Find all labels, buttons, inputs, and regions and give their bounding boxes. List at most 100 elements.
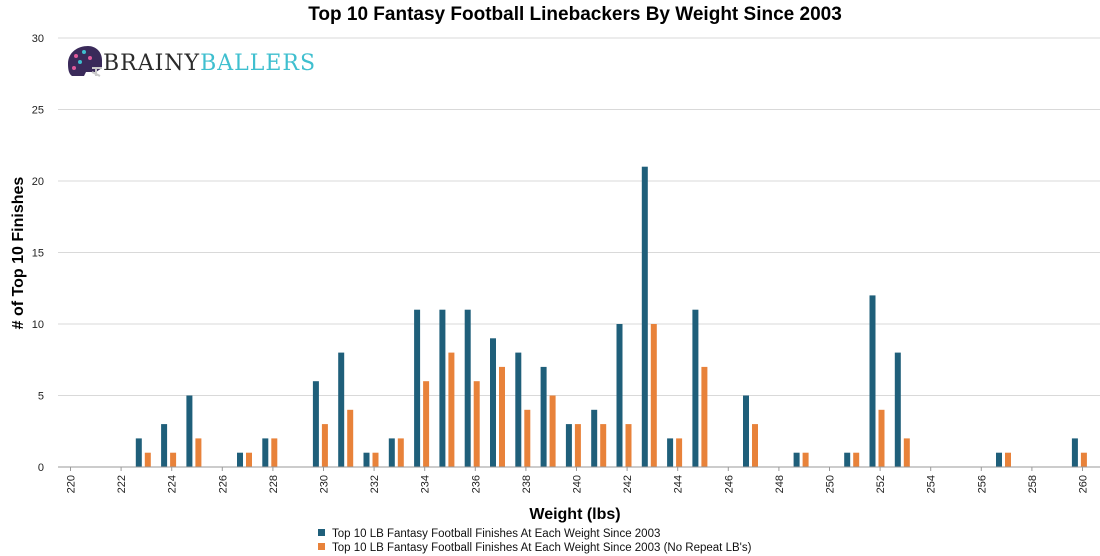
legend-swatch-series-2: [318, 543, 325, 550]
bar-series-1: [641, 166, 648, 467]
x-tick-label: 252: [875, 475, 887, 493]
bar-series-1: [894, 352, 901, 467]
bar-series-1: [793, 452, 800, 467]
x-tick-label: 242: [622, 475, 634, 493]
bar-series-1: [262, 438, 269, 467]
x-tick-label: 234: [420, 475, 432, 493]
y-tick-label: 25: [32, 105, 44, 117]
grid: [58, 37, 1100, 396]
bar-series-2: [524, 409, 531, 467]
bar-series-2: [321, 424, 328, 467]
x-tick-label: 256: [976, 475, 988, 493]
bar-series-1: [591, 409, 598, 467]
legend-label-series-2: Top 10 LB Fantasy Football Finishes At E…: [332, 542, 752, 554]
x-tick-label: 230: [319, 475, 331, 493]
x-tick-label: 222: [116, 475, 128, 493]
bar-series-1: [414, 309, 421, 467]
svg-text:BRAINYBALLERS: BRAINYBALLERS: [103, 51, 316, 76]
bar-series-2: [625, 424, 632, 467]
bar-series-2: [752, 424, 758, 467]
x-tick-label: 228: [268, 475, 280, 493]
bar-series-2: [195, 438, 202, 467]
bar-series-2: [372, 452, 379, 467]
bar-series-2: [701, 366, 708, 467]
x-axis-title: Weight (lbs): [529, 506, 620, 523]
bar-series-2: [347, 409, 354, 467]
x-tick-label: 254: [926, 475, 938, 493]
y-axis-ticks: 0 5 10 15 20 25 30: [32, 33, 44, 474]
bar-series-1: [565, 424, 572, 467]
bar-series-2: [549, 395, 556, 467]
legend: Top 10 LB Fantasy Football Finishes At E…: [318, 528, 752, 554]
logo-text-ballers: BALLERS: [200, 51, 316, 76]
bar-series-1: [667, 438, 674, 467]
brand-logo: BRAINYBALLERS: [68, 46, 316, 77]
x-tick-label: 248: [774, 475, 786, 493]
bar-series-2: [676, 438, 683, 467]
bar-series-1: [540, 366, 547, 467]
bar-series-2: [397, 438, 404, 467]
bar-series-1: [464, 309, 471, 467]
x-tick-label: 224: [167, 475, 179, 493]
bar-series-1: [616, 324, 623, 467]
y-tick-label: 15: [32, 248, 44, 260]
bar-series-2: [574, 424, 581, 467]
bar-series-2: [246, 452, 252, 467]
bars: [135, 166, 1087, 467]
bar-series-1: [515, 352, 522, 467]
bar-series-2: [802, 452, 809, 467]
bar-series-2: [853, 452, 860, 467]
bar-series-1: [161, 424, 168, 467]
bar-series-1: [135, 438, 142, 467]
bar-series-2: [903, 438, 910, 467]
bar-series-2: [878, 409, 885, 467]
bar-series-2: [144, 452, 151, 467]
bar-series-2: [1080, 452, 1087, 467]
bar-series-1: [186, 395, 193, 467]
bar-series-1: [869, 295, 876, 467]
x-tick-label: 244: [673, 475, 685, 493]
x-tick-label: 250: [825, 475, 837, 493]
bar-series-2: [650, 324, 657, 467]
bar-series-1: [692, 309, 699, 467]
x-axis-ticks: 220 222 224 226 228 230 232 234 236 238 240 242 244 2…: [66, 467, 1090, 493]
bar-series-2: [170, 452, 177, 467]
y-tick-label: 0: [38, 462, 44, 474]
x-tick-label: 236: [470, 475, 482, 493]
y-tick-label: 30: [32, 33, 44, 45]
x-tick-label: 260: [1078, 475, 1090, 493]
y-axis-title: # of Top 10 Finishes: [10, 177, 27, 330]
bar-series-2: [423, 381, 430, 467]
x-tick-label: 258: [1027, 475, 1039, 493]
x-tick-label: 240: [572, 475, 584, 493]
football-helmet-icon: [68, 46, 102, 77]
bar-series-1: [844, 452, 851, 467]
logo-text-brainy: BRAINY: [103, 51, 200, 76]
y-tick-label: 20: [32, 176, 44, 188]
x-tick-label: 232: [369, 475, 381, 493]
bar-series-1: [237, 452, 243, 467]
y-tick-label: 5: [38, 391, 44, 403]
legend-label-series-1: Top 10 LB Fantasy Football Finishes At E…: [332, 528, 660, 540]
bar-series-2: [448, 352, 455, 467]
bar-series-2: [499, 366, 505, 467]
bar-series-2: [600, 424, 607, 467]
bar-series-1: [743, 395, 749, 467]
x-tick-label: 226: [217, 475, 229, 493]
bar-series-1: [338, 352, 345, 467]
bar-series-1: [490, 338, 496, 467]
bar-series-1: [312, 381, 319, 467]
x-tick-label: 220: [66, 475, 78, 493]
bar-series-2: [271, 438, 278, 467]
bar-series-2: [473, 381, 480, 467]
chart-title: Top 10 Fantasy Football Linebackers By W…: [308, 4, 842, 25]
bar-series-1: [996, 452, 1002, 467]
legend-swatch-series-1: [318, 529, 325, 536]
bar-series-1: [439, 309, 446, 467]
bar-series-1: [363, 452, 370, 467]
x-tick-label: 238: [521, 475, 533, 493]
bar-series-2: [1005, 452, 1011, 467]
bar-series-1: [388, 438, 395, 467]
y-tick-label: 10: [32, 319, 44, 331]
